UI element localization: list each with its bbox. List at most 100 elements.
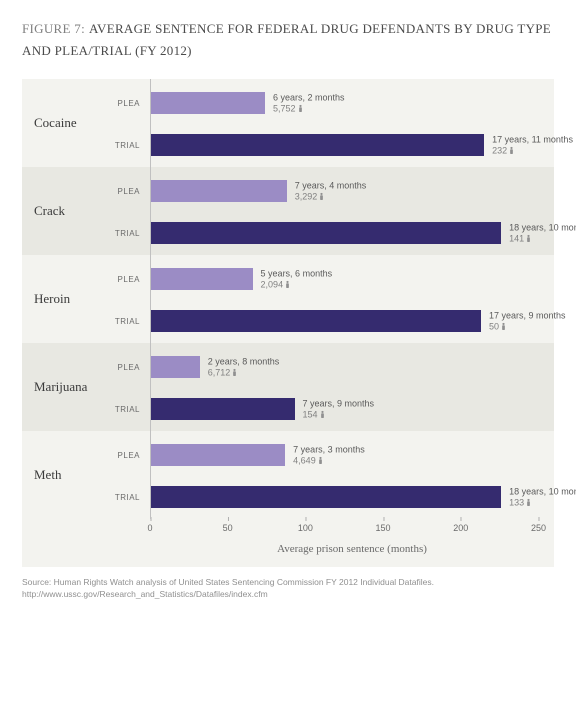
x-tick: 50	[223, 523, 233, 533]
row-left: TRIAL	[22, 493, 150, 502]
x-tick: 150	[376, 523, 391, 533]
row-left: TRIAL	[22, 317, 150, 326]
person-icon	[232, 368, 237, 376]
row-left: PLEA	[22, 451, 150, 460]
person-icon	[526, 498, 531, 506]
bar-label: 7 years, 3 months4,649	[293, 445, 365, 466]
x-axis-label: Average prison sentence (months)	[150, 543, 554, 555]
bar-col: 7 years, 4 months3,292	[150, 175, 554, 207]
x-tick: 100	[298, 523, 313, 533]
bar-col: 18 years, 10 months141	[150, 217, 554, 249]
plea-row: PLEA 5 years, 6 months2,094	[22, 263, 554, 295]
plea-row: PLEA 2 years, 8 months6,712	[22, 351, 554, 383]
disposition-label: TRIAL	[115, 317, 140, 326]
drug-group: HeroinPLEA5 years, 6 months2,094 TRIAL17…	[22, 255, 554, 343]
plea-bar: 2 years, 8 months6,712	[150, 356, 200, 378]
bar-col: 2 years, 8 months6,712	[150, 351, 554, 383]
count-text: 3,292	[295, 191, 367, 201]
bar-label: 17 years, 11 months232	[492, 135, 573, 156]
plea-bar: 6 years, 2 months5,752	[150, 92, 265, 114]
row-left: TRIAL	[22, 141, 150, 150]
trial-row: TRIAL 17 years, 9 months50	[22, 305, 554, 337]
count-text: 5,752	[273, 103, 345, 113]
source-line-1: Source: Human Rights Watch analysis of U…	[22, 577, 554, 588]
plea-row: PLEA 7 years, 4 months3,292	[22, 175, 554, 207]
person-icon	[320, 410, 325, 418]
count-text: 133	[509, 497, 576, 507]
bar-col: 5 years, 6 months2,094	[150, 263, 554, 295]
plea-bar: 5 years, 6 months2,094	[150, 268, 253, 290]
row-left: TRIAL	[22, 405, 150, 414]
plea-row: PLEA 6 years, 2 months5,752	[22, 87, 554, 119]
person-icon	[298, 104, 303, 112]
sentence-text: 6 years, 2 months	[273, 93, 345, 103]
disposition-label: TRIAL	[115, 493, 140, 502]
chart-area: CocainePLEA6 years, 2 months5,752 TRIAL1…	[22, 79, 554, 519]
trial-bar: 17 years, 9 months50	[150, 310, 481, 332]
x-axis-area: 0 50 100 150 200 250 Average prison sentence …	[22, 519, 554, 567]
sentence-text: 5 years, 6 months	[261, 269, 333, 279]
trial-row: TRIAL 7 years, 9 months154	[22, 393, 554, 425]
bar-col: 7 years, 3 months4,649	[150, 439, 554, 471]
bar-label: 18 years, 10 months141	[509, 223, 576, 244]
drug-group: CrackPLEA7 years, 4 months3,292 TRIAL18 …	[22, 167, 554, 255]
figure-header: FIGURE 7: AVERAGE SENTENCE FOR FEDERAL D…	[22, 18, 554, 61]
disposition-label: PLEA	[118, 275, 140, 284]
trial-row: TRIAL 18 years, 10 months141	[22, 217, 554, 249]
count-text: 2,094	[261, 279, 333, 289]
sentence-text: 18 years, 10 months	[509, 487, 576, 497]
sentence-text: 2 years, 8 months	[208, 357, 280, 367]
x-tick: 0	[147, 523, 152, 533]
count-text: 6,712	[208, 367, 280, 377]
drug-group: MethPLEA7 years, 3 months4,649 TRIAL18 y…	[22, 431, 554, 519]
source-citation: Source: Human Rights Watch analysis of U…	[22, 577, 554, 600]
trial-bar: 18 years, 10 months141	[150, 222, 501, 244]
person-icon	[285, 280, 290, 288]
count-text: 4,649	[293, 455, 365, 465]
bar-label: 5 years, 6 months2,094	[261, 269, 333, 290]
drug-group: CocainePLEA6 years, 2 months5,752 TRIAL1…	[22, 79, 554, 167]
figure-label: FIGURE 7:	[22, 21, 85, 36]
y-axis-line	[150, 79, 151, 519]
sentence-text: 18 years, 10 months	[509, 223, 576, 233]
count-text: 154	[303, 409, 375, 419]
trial-row: TRIAL 17 years, 11 months232	[22, 129, 554, 161]
bar-label: 17 years, 9 months50	[489, 311, 566, 332]
plea-bar: 7 years, 4 months3,292	[150, 180, 287, 202]
drug-group: MarijuanaPLEA2 years, 8 months6,712 TRIA…	[22, 343, 554, 431]
bar-label: 7 years, 4 months3,292	[295, 181, 367, 202]
trial-bar: 7 years, 9 months154	[150, 398, 295, 420]
sentence-text: 17 years, 9 months	[489, 311, 566, 321]
bar-label: 7 years, 9 months154	[303, 399, 375, 420]
person-icon	[319, 192, 324, 200]
plea-row: PLEA 7 years, 3 months4,649	[22, 439, 554, 471]
bar-label: 18 years, 10 months133	[509, 487, 576, 508]
row-left: PLEA	[22, 363, 150, 372]
x-tick: 200	[453, 523, 468, 533]
disposition-label: TRIAL	[115, 141, 140, 150]
row-left: PLEA	[22, 275, 150, 284]
trial-bar: 18 years, 10 months133	[150, 486, 501, 508]
disposition-label: PLEA	[118, 187, 140, 196]
row-left: PLEA	[22, 99, 150, 108]
count-text: 50	[489, 321, 566, 331]
person-icon	[526, 234, 531, 242]
trial-row: TRIAL 18 years, 10 months133	[22, 481, 554, 513]
bar-label: 6 years, 2 months5,752	[273, 93, 345, 114]
count-text: 232	[492, 145, 573, 155]
disposition-label: TRIAL	[115, 229, 140, 238]
bar-col: 6 years, 2 months5,752	[150, 87, 554, 119]
x-tick: 250	[531, 523, 546, 533]
sentence-text: 7 years, 9 months	[303, 399, 375, 409]
person-icon	[509, 146, 514, 154]
figure-title: AVERAGE SENTENCE FOR FEDERAL DRUG DEFEND…	[22, 21, 551, 58]
person-icon	[318, 456, 323, 464]
disposition-label: PLEA	[118, 99, 140, 108]
bar-col: 7 years, 9 months154	[150, 393, 554, 425]
bar-col: 17 years, 11 months232	[150, 129, 554, 161]
bar-col: 18 years, 10 months133	[150, 481, 554, 513]
disposition-label: TRIAL	[115, 405, 140, 414]
disposition-label: PLEA	[118, 363, 140, 372]
sentence-text: 17 years, 11 months	[492, 135, 573, 145]
ticks-row: 0 50 100 150 200 250	[150, 523, 554, 537]
